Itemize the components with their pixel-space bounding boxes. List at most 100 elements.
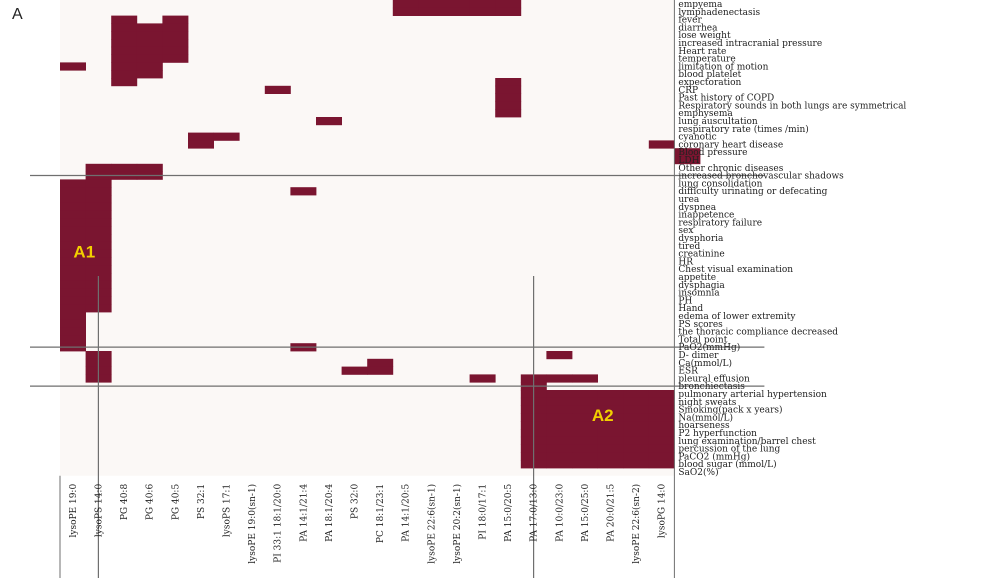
row-label: lymphadenectasis: [678, 8, 760, 18]
heatmap-cell: [444, 7, 470, 16]
row-label: difficulty urinating or defecating: [678, 187, 827, 197]
row-label: pleural effusion: [678, 374, 750, 384]
row-label: percussion of the lung: [678, 445, 780, 455]
heatmap-cell: [546, 405, 573, 414]
heatmap-cell: [495, 101, 522, 110]
row-label: insomnia: [678, 289, 720, 299]
heatmap-cell: [162, 31, 189, 40]
column-label: PC 18:1/23:1: [376, 484, 386, 543]
heatmap-cell: [290, 187, 317, 196]
heatmap-cell: [136, 46, 163, 55]
heatmap-cell: [623, 413, 650, 422]
heatmap-cell: [60, 335, 86, 344]
heatmap-cell: [572, 390, 598, 399]
row-label: Heart rate: [678, 47, 726, 57]
heatmap-cell: [162, 46, 189, 55]
row-label: edema of lower extremity: [678, 312, 796, 322]
heatmap-cell: [162, 15, 189, 24]
heatmap-cell: [572, 397, 598, 406]
row-label: CRP: [678, 86, 698, 96]
heatmap-cell: [469, 7, 496, 16]
row-label: increased intracranial pressure: [678, 39, 822, 49]
row-label: pulmonary arterial hypertension: [678, 390, 827, 400]
heatmap-cell: [495, 0, 522, 9]
row-label: lung examination/barrel chest: [678, 437, 816, 447]
heatmap-cell: [60, 62, 86, 71]
heatmap-cell: [85, 249, 112, 258]
heatmap-cell: [623, 460, 650, 469]
heatmap-cell: [623, 429, 650, 438]
column-label: lysoPE 19:0: [69, 484, 79, 538]
heatmap-cell: [572, 405, 598, 414]
heatmap-cell: [136, 39, 163, 48]
heatmap-cell: [597, 429, 624, 438]
heatmap-cell: [136, 163, 163, 172]
row-label: PS scores: [678, 320, 723, 330]
row-label: Smoking(pack x years): [678, 405, 782, 416]
row-label: PaCO2 (mmHg): [678, 451, 750, 462]
heatmap-cell: [188, 140, 214, 149]
heatmap-cell: [213, 132, 240, 141]
row-label: lung consolidation: [678, 179, 762, 189]
row-label: the thoracic compliance decreased: [678, 328, 838, 338]
column-label: lysoPE 19:0(sn-1): [247, 484, 258, 564]
heatmap-cell: [85, 234, 112, 243]
heatmap-cell: [85, 179, 112, 188]
heatmap-cell: [136, 70, 163, 79]
heatmap-cell: [546, 460, 573, 469]
heatmap-cell: [572, 460, 598, 469]
heatmap-cell: [111, 163, 138, 172]
cluster-label: A1: [73, 242, 95, 261]
heatmap-cell: [572, 452, 598, 461]
cluster-labels: A1 A2: [73, 242, 613, 425]
heatmap-cell: [60, 234, 86, 243]
heatmap-cell: [546, 351, 573, 360]
heatmap-cell: [60, 202, 86, 211]
row-label: lung auscultation: [678, 117, 757, 127]
row-label: hoarseness: [678, 421, 730, 431]
heatmap-cell: [597, 452, 624, 461]
heatmap-cell: [648, 140, 675, 149]
row-label: PH: [678, 296, 692, 306]
heatmap-cell: [111, 23, 138, 32]
heatmap-cell: [85, 226, 112, 235]
row-label: Other chronic diseases: [678, 164, 783, 174]
heatmap-cell: [60, 195, 86, 204]
heatmap-cell: [648, 444, 675, 453]
heatmap-cell: [648, 413, 675, 422]
heatmap-cell: [85, 218, 112, 227]
heatmap-cell: [60, 304, 86, 313]
heatmap-cell: [162, 39, 189, 48]
row-label: sex: [678, 226, 693, 236]
heatmap-cell: [111, 78, 138, 87]
heatmap-cell: [495, 78, 522, 87]
heatmap-cell: [341, 366, 368, 375]
heatmap-cell: [623, 397, 650, 406]
heatmap-cell: [674, 148, 701, 157]
row-label: ESR: [678, 367, 698, 377]
heatmap-cell: [648, 421, 675, 430]
heatmap-cell: [85, 187, 112, 196]
heatmap-cell: [597, 413, 624, 422]
row-label: Past history of COPD: [678, 94, 774, 104]
heatmap-cell: [60, 210, 86, 219]
heatmap-cell: [546, 374, 573, 383]
heatmap-cell: [111, 70, 138, 79]
row-label: D- dimer: [678, 351, 719, 361]
heatmap-cell: [572, 421, 598, 430]
row-label: dysphagia: [678, 281, 725, 291]
row-label: creatinine: [678, 250, 724, 260]
heatmap-cell: [495, 85, 522, 94]
heatmap-cell: [648, 405, 675, 414]
heatmap-cell: [162, 54, 189, 63]
column-label: PA 10:0/23:0: [555, 484, 565, 542]
heatmap-cell: [85, 195, 112, 204]
row-label: Total point: [678, 335, 727, 345]
column-label: PA 18:1/20:4: [325, 484, 335, 542]
column-label: lysoPE 20:2(sn-1): [452, 484, 463, 564]
cluster-label: A2: [592, 406, 614, 425]
heatmap-cell: [111, 39, 138, 48]
column-label: lysoPS 17:1: [223, 484, 233, 537]
column-label: PA 17:0/13:0: [530, 484, 540, 542]
heatmap-cell: [85, 163, 112, 172]
